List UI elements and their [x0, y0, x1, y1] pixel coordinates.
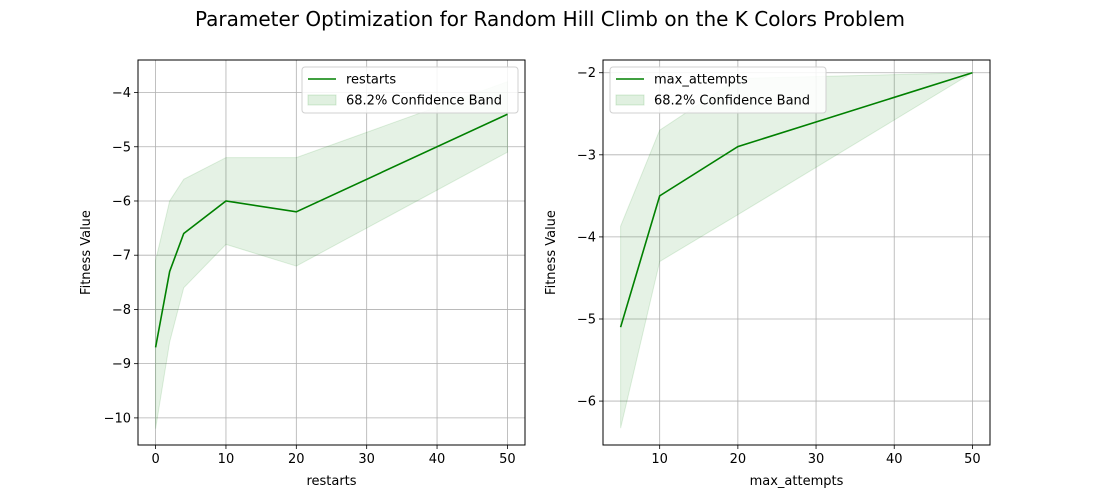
x-tick-label: 10 [218, 452, 235, 467]
x-tick-label: 30 [808, 452, 825, 467]
legend-label-band: 68.2% Confidence Band [346, 94, 502, 109]
y-tick-label: −6 [577, 395, 596, 410]
legend-label-series: max_attempts [654, 73, 748, 88]
series-line-max_attempts [619, 71, 973, 328]
legend-box [609, 66, 827, 114]
y-tick-label: −4 [112, 86, 131, 101]
legend: max_attempts 68.2% Confidence Band [609, 66, 827, 114]
confidence-band [155, 80, 508, 429]
y-axis-label: Fitness Value [544, 210, 559, 295]
y-tick-label: −5 [577, 312, 596, 327]
legend: restarts 68.2% Confidence Band [301, 66, 519, 114]
x-tick-label: 30 [358, 452, 375, 467]
x-tick-label: 20 [730, 452, 747, 467]
x-tick-label: 40 [886, 452, 903, 467]
y-tick-label: −4 [577, 230, 596, 245]
x-tick-label: 50 [964, 452, 981, 467]
subplot-max-attempts: 10 20 30 40 50 −6 −5 −4 −3 −2 max_attempts Fitness … [544, 59, 991, 489]
confidence-band [620, 72, 975, 429]
legend-label-band: 68.2% Confidence Band [654, 94, 810, 109]
x-tick-label: 50 [499, 452, 516, 467]
series-line-restarts [154, 113, 508, 348]
y-tick-label: −10 [104, 411, 131, 426]
legend-box [301, 66, 519, 114]
x-tick-label: 10 [651, 452, 668, 467]
x-tick-label: 20 [288, 452, 305, 467]
figure-title: Parameter Optimization for Random Hill C… [195, 7, 905, 31]
subplot-restarts: 0 10 20 30 40 50 −10 −9 −8 −7 −6 −5 −4 restarts Fitnes… [79, 59, 526, 489]
y-tick-label: −5 [112, 140, 131, 155]
x-axis-label: max_attempts [750, 474, 844, 489]
x-tick-label: 40 [429, 452, 446, 467]
y-tick-label: −9 [112, 357, 131, 372]
legend-band-swatch [307, 94, 337, 106]
y-tick-label: −7 [112, 249, 131, 264]
axes-frame [602, 59, 991, 446]
y-axis-label: Fitness Value [79, 210, 94, 295]
axes-frame [137, 59, 526, 446]
y-tick-label: −6 [112, 194, 131, 209]
y-tick-label: −3 [577, 148, 596, 163]
y-tick-label: −8 [112, 303, 131, 318]
legend-band-swatch [615, 94, 645, 106]
legend-label-series: restarts [346, 73, 396, 88]
x-axis-label: restarts [306, 474, 356, 489]
y-tick-label: −2 [577, 66, 596, 81]
x-tick-label: 0 [151, 452, 159, 467]
